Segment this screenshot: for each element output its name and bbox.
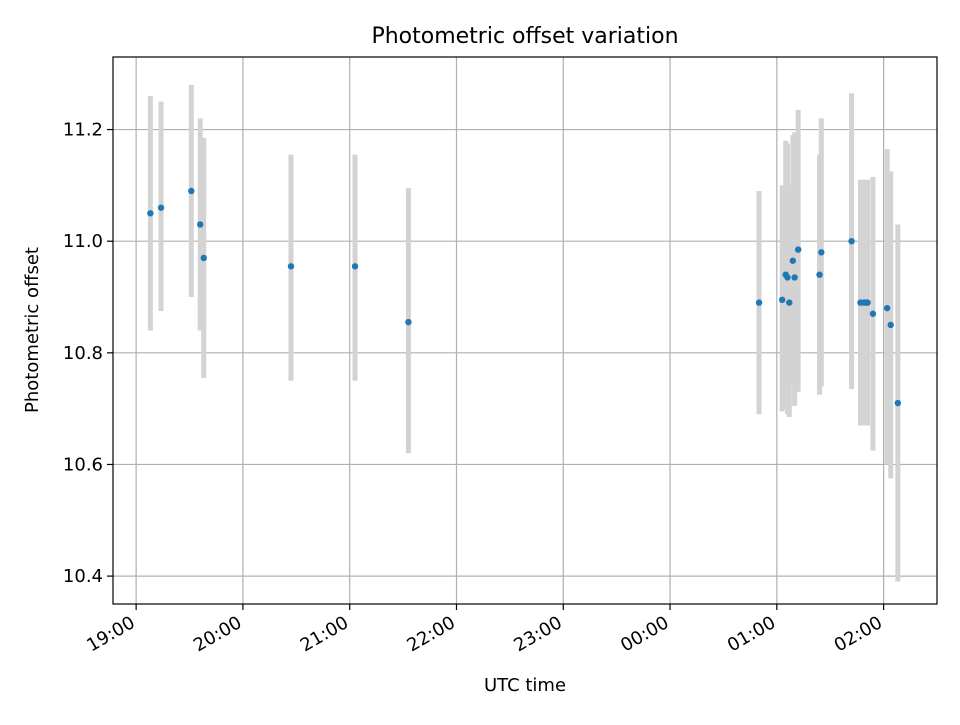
data-point xyxy=(789,257,797,264)
y-tick-label: 11.2 xyxy=(63,120,103,141)
data-point xyxy=(816,271,823,278)
data-point xyxy=(784,274,791,281)
data-point xyxy=(197,221,204,228)
data-points xyxy=(147,187,902,407)
data-point xyxy=(818,249,825,256)
data-point xyxy=(200,254,207,262)
data-point xyxy=(755,299,763,306)
data-point xyxy=(869,310,877,317)
x-axis-label: UTC time xyxy=(484,675,566,696)
data-point xyxy=(147,210,154,217)
data-point xyxy=(791,274,798,281)
data-point xyxy=(405,318,412,326)
y-tick-label: 11.0 xyxy=(63,231,103,252)
y-tick-label: 10.6 xyxy=(63,454,103,475)
data-point xyxy=(848,237,855,245)
data-point xyxy=(786,299,793,306)
data-point xyxy=(778,296,786,304)
data-point xyxy=(188,187,195,195)
data-point xyxy=(887,321,894,329)
plot-frame xyxy=(112,56,938,605)
data-point xyxy=(894,399,902,407)
data-point xyxy=(883,304,891,312)
data-point xyxy=(157,204,165,211)
y-tick-label: 10.4 xyxy=(63,566,103,587)
y-axis-label: Photometric offset xyxy=(22,247,43,413)
data-point xyxy=(287,263,295,270)
data-point xyxy=(351,263,359,270)
data-point xyxy=(794,246,802,253)
data-point xyxy=(864,299,871,306)
chart-title: Photometric offset variation xyxy=(371,24,678,49)
y-tick-label: 10.8 xyxy=(63,343,103,364)
